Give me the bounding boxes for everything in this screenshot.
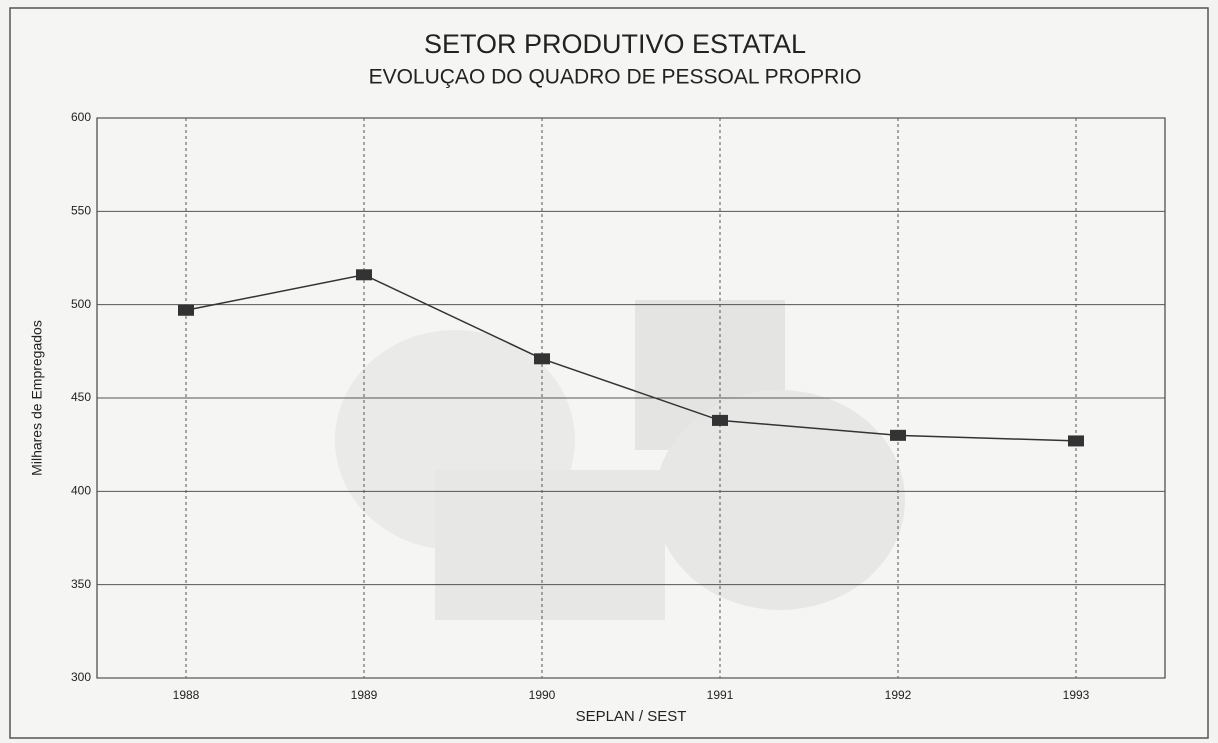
y-tick-label: 550 — [71, 204, 91, 218]
y-tick-label: 400 — [71, 484, 91, 498]
y-tick-label: 500 — [71, 297, 91, 311]
bleed-through — [335, 300, 905, 620]
chart-title: SETOR PRODUTIVO ESTATAL — [424, 29, 806, 59]
y-tick-label: 450 — [71, 390, 91, 404]
y-tick-label: 300 — [71, 670, 91, 684]
data-point — [712, 414, 728, 426]
x-tick-label: 1988 — [173, 688, 200, 702]
series-line — [185, 274, 1077, 442]
x-axis-label: SEPLAN / SEST — [576, 708, 687, 725]
data-point — [178, 304, 194, 316]
x-tick-label: 1992 — [885, 688, 912, 702]
x-tick-label: 1993 — [1063, 688, 1090, 702]
x-tick-label: 1989 — [351, 688, 378, 702]
y-tick-label: 600 — [71, 110, 91, 124]
data-point — [356, 269, 372, 281]
data-point — [534, 353, 550, 365]
y-axis-label: Milhares de Empregados — [29, 320, 45, 476]
data-point — [1068, 435, 1084, 447]
y-tick-label: 350 — [71, 577, 91, 591]
data-point — [890, 429, 906, 441]
frame — [9, 7, 1209, 739]
x-tick-label: 1991 — [707, 688, 734, 702]
x-tick-label: 1990 — [529, 688, 556, 702]
chart-subtitle: EVOLUÇAO DO QUADRO DE PESSOAL PROPRIO — [369, 66, 862, 89]
